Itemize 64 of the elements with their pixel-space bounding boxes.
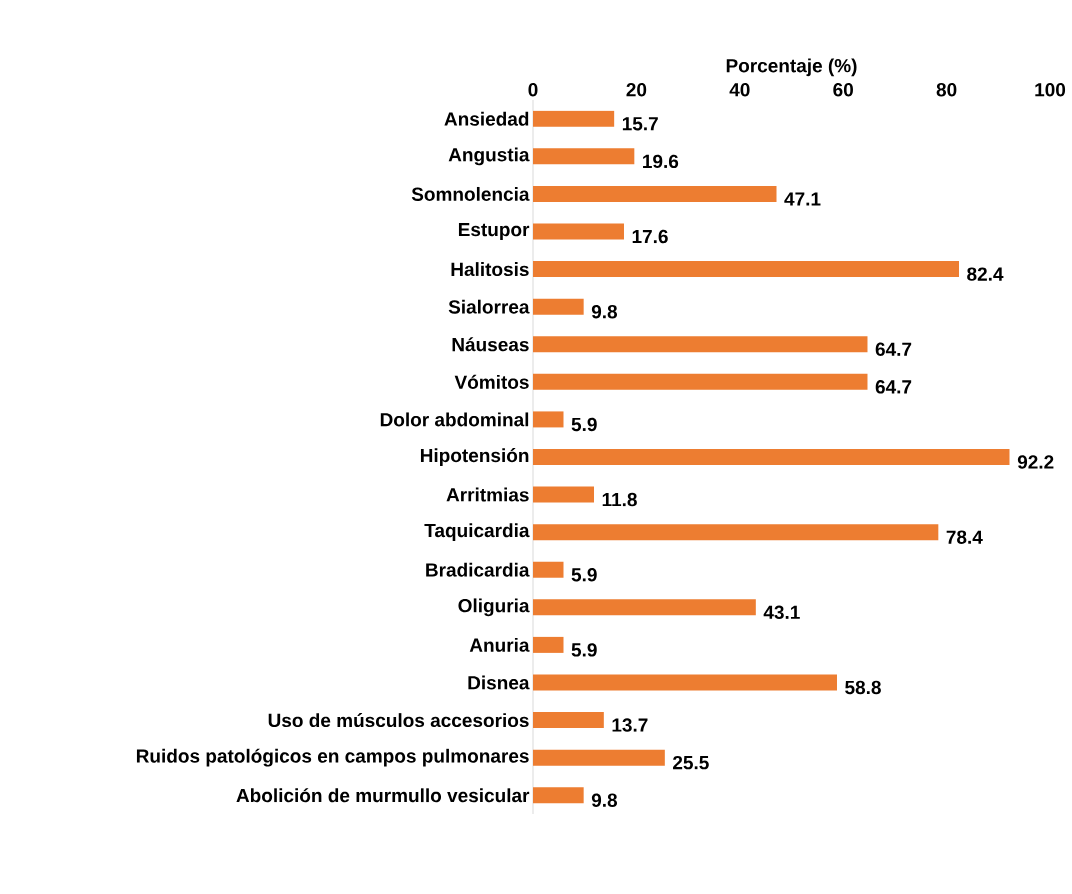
data-label: 64.7 [875, 380, 912, 394]
bar [533, 298, 584, 315]
bar [533, 336, 868, 353]
y-tick-label: Angustia [448, 147, 530, 166]
y-tick-label: Bradicardia [426, 562, 530, 577]
data-label: 5.9 [571, 417, 597, 432]
y-tick-label: Ruidos patológicos en campos pulmonares [136, 748, 529, 767]
x-axis-title: Porcentaje (%) [726, 58, 857, 77]
y-tick-label: Abolición de murmullo vesicular [236, 788, 530, 803]
y-tick-label: Disnea [468, 675, 530, 690]
data-label: 43.1 [763, 605, 800, 620]
data-label: 82.4 [967, 267, 1004, 281]
data-label: 9.8 [591, 304, 618, 319]
data-label: 58.8 [845, 680, 881, 695]
bar [533, 674, 837, 691]
data-label: 9.8 [591, 793, 618, 807]
bar [533, 561, 564, 578]
data-label: 47.1 [784, 192, 821, 206]
bar [533, 110, 615, 127]
data-label: 17.6 [632, 229, 668, 244]
x-tick-label: 20 [626, 83, 647, 97]
bar [533, 636, 564, 653]
x-tick-label: 40 [729, 83, 750, 97]
bar [533, 787, 584, 804]
y-tick-label: Anuria [469, 637, 530, 652]
y-tick-label: Halitosis [451, 262, 529, 277]
x-tick-label: 60 [833, 83, 853, 97]
bar [533, 261, 960, 278]
bar [533, 712, 604, 729]
data-label: 64.7 [875, 342, 912, 356]
bar [533, 524, 939, 541]
x-tick-label: 0 [528, 83, 538, 97]
bar [533, 749, 665, 766]
bar [533, 185, 777, 202]
y-tick-label: Taquicardia [424, 523, 530, 541]
bar [533, 223, 624, 240]
y-tick-label: Oliguria [458, 598, 530, 617]
data-label: 5.9 [571, 643, 597, 657]
data-label: 13.7 [612, 718, 648, 732]
y-tick-label: Somnolencia [411, 186, 530, 201]
y-tick-label: Náuseas [452, 337, 529, 352]
data-label: 92.2 [1017, 455, 1054, 469]
y-tick-label: Arritmias [446, 487, 529, 502]
data-label: 78.4 [946, 530, 983, 544]
bar [533, 449, 1010, 465]
x-tick-label: 100 [1035, 83, 1066, 97]
y-tick-label: Ansiedad [444, 111, 529, 126]
y-tick-label: Vómitos [454, 374, 529, 389]
data-label: 15.7 [622, 117, 658, 131]
y-tick-label: Dolor abdominal [380, 412, 529, 427]
data-label: 25.5 [673, 755, 709, 770]
bar [533, 411, 564, 428]
data-label: 11.8 [602, 492, 637, 507]
bar [533, 373, 868, 390]
x-tick-label: 80 [936, 83, 957, 97]
y-tick-label: Sialorrea [448, 299, 530, 314]
data-label: 5.9 [571, 568, 597, 582]
bar [533, 148, 635, 165]
data-label: 19.6 [643, 154, 679, 169]
bar [533, 486, 594, 503]
y-tick-label: Hipotensión [420, 448, 529, 466]
bar [533, 599, 756, 616]
y-tick-label: Uso de músculos accesorios [268, 713, 529, 728]
y-tick-label: Estupor [458, 223, 530, 241]
